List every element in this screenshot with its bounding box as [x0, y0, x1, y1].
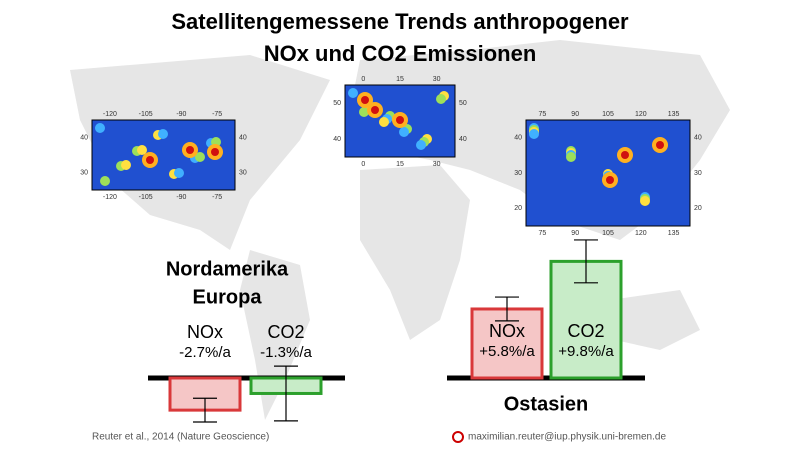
- map-y-tick-label: 30: [80, 169, 88, 176]
- category-label: NOx: [187, 322, 223, 342]
- map-x-tick-label: 75: [539, 111, 547, 118]
- map-speck: [399, 127, 409, 137]
- chart-title: Europa: [193, 286, 263, 308]
- map-y-tick-label: 50: [333, 100, 341, 107]
- category-label: CO2: [267, 322, 304, 342]
- map-x-tick-label: 135: [668, 111, 680, 118]
- map-speck: [174, 168, 184, 178]
- map-hotspot: [361, 96, 369, 104]
- map-speck: [529, 129, 539, 139]
- citation: Reuter et al., 2014 (Nature Geoscience): [92, 432, 269, 443]
- map-y-tick-label: 30: [514, 170, 522, 177]
- category-label: NOx: [489, 321, 525, 341]
- map-y-tick-label: 40: [80, 134, 88, 141]
- chart-title: Ostasien: [504, 393, 588, 415]
- map-x-tick-label: 0: [361, 76, 365, 83]
- map-x-tick-label: 90: [571, 230, 579, 237]
- map-speck: [566, 152, 576, 162]
- map-hotspot: [211, 148, 219, 156]
- map-hotspot: [606, 176, 614, 184]
- map-y-tick-label: 40: [459, 136, 467, 143]
- map-speck: [137, 145, 147, 155]
- map-x-tick-label: 105: [602, 230, 614, 237]
- map-x-tick-label: 15: [396, 161, 404, 168]
- category-label: CO2: [567, 321, 604, 341]
- map-x-tick-label: -120: [103, 111, 117, 118]
- value-label: +9.8%/a: [558, 343, 614, 360]
- map-speck: [436, 94, 446, 104]
- map-x-tick-label: -90: [176, 194, 186, 201]
- map-x-tick-label: -90: [176, 111, 186, 118]
- value-label: -2.7%/a: [179, 344, 231, 361]
- value-label: -1.3%/a: [260, 344, 312, 361]
- map-speck: [379, 117, 389, 127]
- map-y-tick-label: 40: [333, 136, 341, 143]
- map-speck: [158, 129, 168, 139]
- map-speck: [416, 140, 426, 150]
- map-x-tick-label: -105: [139, 194, 153, 201]
- map-x-tick-label: 105: [602, 111, 614, 118]
- map-x-tick-label: -105: [139, 111, 153, 118]
- map-speck: [359, 107, 369, 117]
- map-hotspot: [186, 146, 194, 154]
- map-x-tick-label: 120: [635, 111, 647, 118]
- logo: [452, 431, 464, 443]
- map-speck: [95, 123, 105, 133]
- map-x-tick-label: 0: [361, 161, 365, 168]
- map-hotspot: [656, 141, 664, 149]
- email: maximilian.reuter@iup.physik.uni-bremen.…: [468, 432, 666, 443]
- map-x-tick-label: 15: [396, 76, 404, 83]
- map-hotspot: [396, 116, 404, 124]
- map-x-tick-label: -120: [103, 194, 117, 201]
- map-hotspot: [621, 151, 629, 159]
- map-y-tick-label: 40: [514, 135, 522, 142]
- map-y-tick-label: 20: [514, 205, 522, 212]
- map-x-tick-label: 75: [539, 230, 547, 237]
- map-x-tick-label: 90: [571, 111, 579, 118]
- map-hotspot: [371, 106, 379, 114]
- map-x-tick-label: 30: [433, 76, 441, 83]
- title-line-1: Satellitengemessene Trends anthropogener: [171, 9, 629, 34]
- map-speck: [640, 196, 650, 206]
- map-x-tick-label: -75: [212, 111, 222, 118]
- chart-title: Nordamerika: [166, 258, 289, 280]
- map-x-tick-label: 135: [668, 230, 680, 237]
- map-y-tick-label: 30: [694, 170, 702, 177]
- map-speck: [195, 152, 205, 162]
- value-label: +5.8%/a: [479, 343, 535, 360]
- map-y-tick-label: 20: [694, 205, 702, 212]
- map-speck: [121, 160, 131, 170]
- map-y-tick-label: 30: [239, 169, 247, 176]
- map-y-tick-label: 40: [239, 134, 247, 141]
- map-y-tick-label: 50: [459, 100, 467, 107]
- title-line-2: NOx und CO2 Emissionen: [264, 41, 537, 66]
- map-y-tick-label: 40: [694, 135, 702, 142]
- map-speck: [100, 176, 110, 186]
- map-hotspot: [146, 156, 154, 164]
- map-x-tick-label: -75: [212, 194, 222, 201]
- map-speck: [348, 88, 358, 98]
- map-x-tick-label: 120: [635, 230, 647, 237]
- map-x-tick-label: 30: [433, 161, 441, 168]
